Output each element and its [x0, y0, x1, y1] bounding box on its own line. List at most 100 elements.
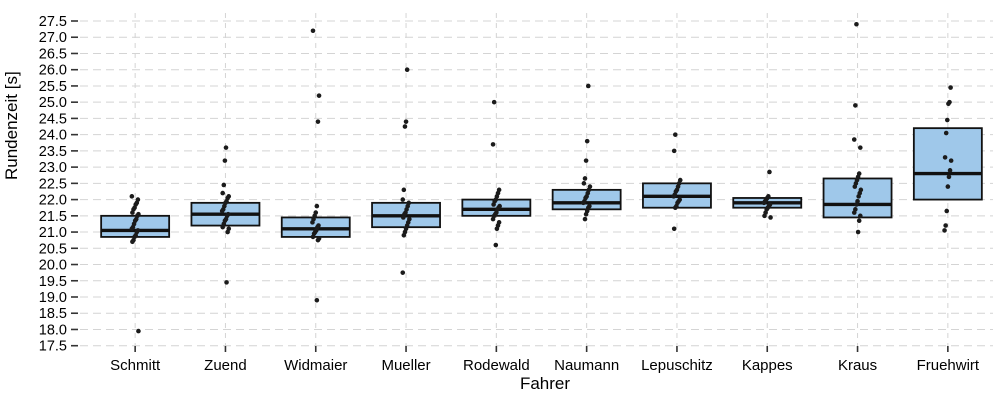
- jitter-point: [404, 67, 410, 73]
- y-tick-label: 21.5: [39, 209, 67, 225]
- y-tick-label: 24.0: [39, 128, 67, 144]
- x-tick-label: Mueller: [381, 357, 430, 374]
- jitter-point: [225, 229, 230, 235]
- y-tick-label: 23.0: [39, 160, 67, 176]
- y-tick-label: 21.0: [39, 225, 67, 241]
- x-tick-label: Lepuschitz: [641, 357, 713, 374]
- jitter-point: [220, 190, 225, 196]
- x-tick-label: Kraus: [838, 357, 877, 374]
- jitter-point: [400, 270, 406, 275]
- jitter-point: [673, 205, 678, 211]
- jitter-point: [491, 99, 497, 105]
- jitter-point: [401, 233, 407, 238]
- jitter-point: [490, 216, 496, 222]
- jitter-point: [673, 132, 678, 137]
- jitter-point: [582, 216, 588, 222]
- jitter-point: [945, 117, 950, 123]
- jitter-point: [856, 194, 861, 199]
- jitter-point: [310, 28, 316, 34]
- jitter-point: [129, 226, 135, 232]
- y-tick-label: 22.0: [39, 193, 67, 209]
- jitter-point: [403, 119, 409, 124]
- jitter-point: [761, 200, 767, 206]
- jitter-point: [401, 215, 406, 220]
- jitter-point: [221, 182, 227, 188]
- jitter-point: [130, 239, 135, 245]
- y-axis-title: Rundenzeit [s]: [2, 71, 21, 180]
- jitter-point: [583, 211, 589, 217]
- jitter-point: [946, 101, 951, 107]
- jitter-point: [947, 168, 953, 173]
- jitter-point: [314, 297, 320, 303]
- jitter-point: [852, 184, 858, 189]
- y-tick-label: 20.5: [39, 241, 67, 257]
- jitter-point: [314, 203, 320, 209]
- jitter-point: [223, 145, 229, 150]
- y-tick-label: 23.5: [39, 144, 67, 160]
- y-tick-label: 26.0: [39, 63, 67, 79]
- jitter-point: [851, 210, 857, 215]
- x-tick-label: Naumann: [554, 357, 619, 374]
- y-tick-label: 17.5: [39, 339, 67, 355]
- jitter-point: [310, 220, 315, 225]
- jitter-point: [942, 228, 947, 233]
- jitter-point: [493, 242, 499, 248]
- jitter-point: [581, 181, 587, 186]
- jitter-point: [136, 328, 141, 334]
- jitter-point: [222, 158, 228, 163]
- jitter-point: [402, 124, 408, 129]
- jitter-point: [671, 148, 677, 154]
- jitter-point: [853, 103, 858, 108]
- y-tick-label: 19.0: [39, 290, 67, 306]
- jitter-point: [220, 224, 225, 230]
- x-tick-label: Kappes: [742, 357, 793, 374]
- x-tick-label: Rodewald: [463, 357, 530, 374]
- x-tick-label: Fruehwirt: [917, 357, 980, 374]
- box-fruehwirt: [912, 127, 983, 201]
- jitter-point: [491, 202, 496, 207]
- jitter-point: [129, 194, 135, 199]
- jitter-point: [581, 200, 586, 206]
- jitter-point: [586, 83, 591, 89]
- jitter-point: [851, 137, 857, 142]
- y-tick-label: 22.5: [39, 176, 67, 192]
- x-tick-label: Zuend: [204, 357, 247, 374]
- jitter-point: [582, 176, 588, 181]
- jitter-point: [224, 280, 229, 285]
- jitter-point: [942, 155, 948, 160]
- y-tick-label: 20.0: [39, 258, 67, 274]
- jitter-point: [310, 234, 316, 240]
- jitter-point: [858, 213, 863, 219]
- jitter-point: [671, 194, 676, 199]
- y-tick-label: 27.0: [39, 30, 67, 46]
- jitter-point: [762, 213, 767, 219]
- jitter-point: [583, 158, 589, 163]
- jitter-point: [854, 21, 859, 27]
- jitter-point: [945, 184, 951, 189]
- y-tick-label: 19.5: [39, 274, 67, 290]
- jitter-point: [671, 226, 677, 232]
- y-tick-label: 25.0: [39, 95, 67, 111]
- jitter-point: [219, 208, 225, 214]
- y-tick-label: 26.5: [39, 46, 67, 62]
- y-tick-label: 18.0: [39, 322, 67, 338]
- y-tick-label: 18.5: [39, 306, 67, 322]
- jitter-point: [401, 187, 407, 193]
- y-tick-label: 24.5: [39, 111, 67, 127]
- jitter-point: [946, 174, 952, 180]
- jitter-point: [855, 229, 861, 235]
- x-tick-label: Schmitt: [110, 357, 161, 374]
- y-tick-label: 25.5: [39, 79, 67, 95]
- jitter-point: [494, 226, 500, 232]
- jitter-point: [948, 158, 954, 163]
- jitter-point: [130, 210, 135, 215]
- jitter-point: [858, 145, 863, 150]
- y-tick-label: 27.5: [39, 14, 67, 30]
- jitter-point: [315, 237, 321, 243]
- jitter-point: [948, 85, 953, 90]
- jitter-point: [854, 202, 859, 207]
- jitter-point: [944, 208, 950, 214]
- jitter-point: [490, 142, 496, 147]
